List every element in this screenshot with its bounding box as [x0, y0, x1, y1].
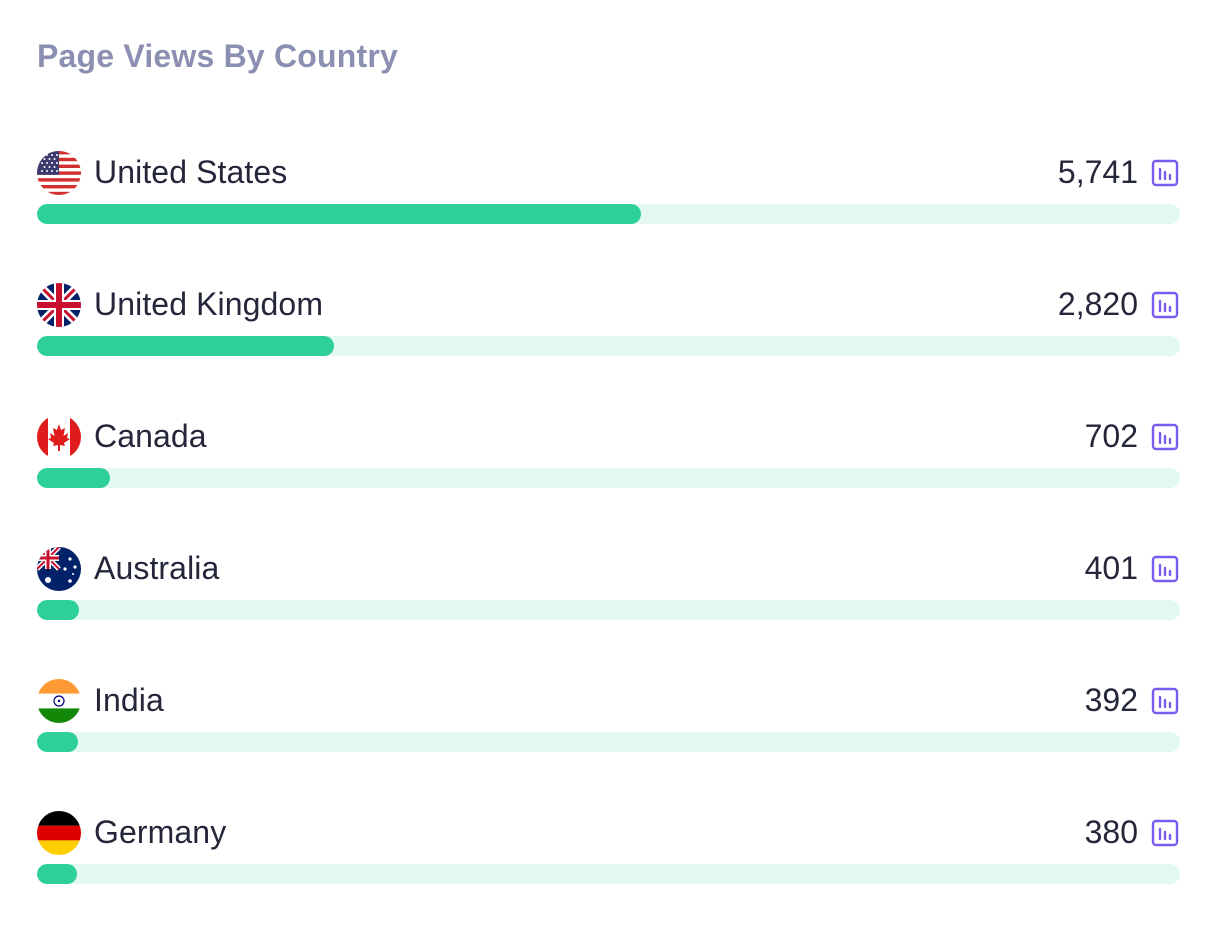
progress-fill: [37, 336, 335, 356]
progress-fill: [37, 732, 79, 752]
page-view-count: 702: [1084, 418, 1138, 454]
australia-flag-icon: [37, 547, 81, 591]
us-flag-icon: [37, 151, 81, 195]
bar-chart-icon[interactable]: [1150, 290, 1180, 320]
page-view-count: 392: [1084, 682, 1138, 718]
progress-track: [37, 732, 1180, 752]
progress-fill: [37, 600, 80, 620]
country-row-canada: Canada 702: [37, 414, 1180, 498]
country-name: United Kingdom: [94, 286, 324, 322]
page-view-count: 380: [1084, 814, 1138, 850]
country-name: Germany: [94, 814, 227, 850]
progress-track: [37, 204, 1180, 224]
bar-chart-icon[interactable]: [1150, 818, 1180, 848]
progress-track: [37, 864, 1180, 884]
country-name: Australia: [94, 550, 220, 586]
page-view-count: 5,741: [1057, 154, 1138, 190]
country-row-india: India 392: [37, 678, 1180, 762]
page-view-count: 401: [1084, 550, 1138, 586]
progress-track: [37, 336, 1180, 356]
bar-chart-icon[interactable]: [1150, 686, 1180, 716]
country-row-united-states: United States 5,741: [37, 150, 1180, 234]
bar-chart-icon[interactable]: [1150, 422, 1180, 452]
progress-fill: [37, 204, 641, 224]
country-name: United States: [94, 154, 288, 190]
row-header: United Kingdom 2,820: [37, 282, 1180, 330]
country-row-germany: Germany 380: [37, 810, 1180, 894]
country-name: India: [94, 682, 164, 718]
progress-track: [37, 468, 1180, 488]
progress-fill: [37, 468, 111, 488]
uk-flag-icon: [37, 283, 81, 327]
row-header: Canada 702: [37, 414, 1180, 462]
progress-track: [37, 600, 1180, 620]
row-header: Australia 401: [37, 546, 1180, 594]
progress-fill: [37, 864, 77, 884]
canada-flag-icon: [37, 415, 81, 459]
country-name: Canada: [94, 418, 207, 454]
country-row-united-kingdom: United Kingdom 2,820: [37, 282, 1180, 366]
row-header: India 392: [37, 678, 1180, 726]
bar-chart-icon[interactable]: [1150, 158, 1180, 188]
bar-chart-icon[interactable]: [1150, 554, 1180, 584]
germany-flag-icon: [37, 811, 81, 855]
row-header: United States 5,741: [37, 150, 1180, 198]
india-flag-icon: [37, 679, 81, 723]
country-row-australia: Australia 401: [37, 546, 1180, 630]
card-title: Page Views By Country: [37, 38, 399, 74]
page-view-count: 2,820: [1057, 286, 1138, 322]
row-header: Germany 380: [37, 810, 1180, 858]
